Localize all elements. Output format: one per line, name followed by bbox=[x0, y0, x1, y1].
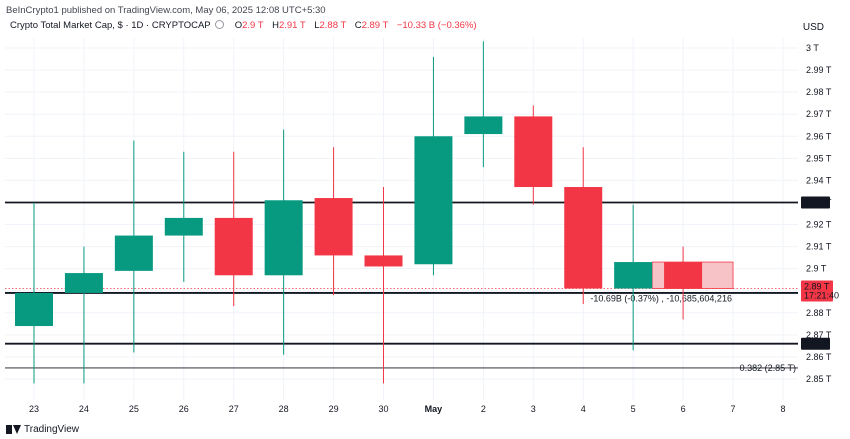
y-tick-label: 2.94 T bbox=[806, 175, 832, 185]
x-tick-label: 6 bbox=[681, 404, 686, 414]
candle-25 bbox=[114, 140, 153, 353]
symbol-title: Crypto Total Market Cap, $ · 1D · CRYPTO… bbox=[10, 20, 211, 31]
candle-29 bbox=[314, 147, 353, 296]
y-tick-label: 2.91 T bbox=[806, 242, 832, 252]
candle-2 bbox=[464, 41, 503, 168]
candle-body bbox=[614, 262, 653, 289]
close-key: C bbox=[354, 20, 362, 31]
candle-24 bbox=[64, 246, 103, 384]
candles-layer bbox=[15, 41, 703, 384]
y-tick-label: 2.99 T bbox=[806, 65, 832, 75]
low-key: L bbox=[314, 20, 320, 31]
x-tick-label: 8 bbox=[780, 404, 785, 414]
candle-28 bbox=[264, 129, 303, 355]
x-tick-label: 23 bbox=[29, 404, 39, 414]
tradingview-brand: TradingView bbox=[24, 424, 80, 435]
candle-4 bbox=[564, 147, 603, 304]
y-tick-label: 2.9 T bbox=[806, 264, 827, 274]
y-tick-label: 2.87 T bbox=[806, 330, 832, 340]
candle-body bbox=[114, 235, 153, 271]
high-value: 2.91 T bbox=[278, 20, 306, 31]
current-price-tag bbox=[801, 280, 833, 302]
candle-body bbox=[664, 262, 703, 289]
candle-23 bbox=[15, 202, 53, 384]
horizontal-levels bbox=[5, 201, 798, 369]
high-key: H bbox=[272, 20, 279, 31]
candle-body bbox=[164, 217, 203, 236]
close-value: 2.89 T bbox=[361, 20, 389, 31]
level-label-bg bbox=[801, 337, 830, 350]
candle-body bbox=[314, 198, 353, 256]
x-tick-label: 26 bbox=[179, 404, 189, 414]
x-tick-label: 25 bbox=[129, 404, 139, 414]
candle-body bbox=[64, 273, 103, 293]
change-value: −10.33 B (−0.36%) bbox=[396, 20, 477, 31]
candle-27 bbox=[214, 151, 253, 307]
current-price-label: 2.89 T bbox=[804, 282, 830, 292]
candle-6 bbox=[664, 246, 703, 320]
price-axis[interactable]: 3 T 2.99 T 2.98 T 2.97 T 2.96 T 2.95 T 2.94 T 2… bbox=[806, 43, 832, 384]
open-key: O bbox=[234, 20, 243, 31]
candle-May bbox=[414, 56, 453, 276]
x-tick-label: 28 bbox=[279, 404, 289, 414]
x-tick-label: 24 bbox=[79, 404, 89, 414]
candle-body bbox=[214, 217, 253, 276]
candle-body bbox=[364, 255, 403, 267]
candle-body bbox=[264, 200, 303, 276]
open-value: 2.9 T bbox=[242, 20, 264, 31]
x-tick-label: 2 bbox=[481, 404, 486, 414]
currency-label[interactable]: USD bbox=[802, 22, 824, 33]
y-tick-label: 2.92 T bbox=[806, 220, 832, 230]
y-tick-label: 2.95 T bbox=[806, 153, 832, 163]
candle-body bbox=[514, 116, 553, 188]
y-tick-label: 2.85 T bbox=[806, 374, 832, 384]
x-tick-label: 3 bbox=[531, 404, 536, 414]
y-tick-label: 2.96 T bbox=[806, 131, 832, 141]
published-caption: BeInCrypto1 published on TradingView.com… bbox=[6, 5, 326, 16]
y-tick-label: 3 T bbox=[806, 43, 819, 53]
level-label-bg bbox=[801, 196, 830, 209]
x-tick-label: 29 bbox=[329, 404, 339, 414]
candle-30 bbox=[364, 187, 403, 384]
level-label: 2.86 T bbox=[804, 339, 830, 349]
countdown-label: 17:21:40 bbox=[804, 291, 839, 301]
candle-body bbox=[464, 116, 503, 135]
low-value: 2.88 T bbox=[319, 20, 347, 31]
candle-body bbox=[414, 136, 453, 265]
candle-3 bbox=[514, 105, 553, 205]
y-tick-label: 2.88 T bbox=[806, 308, 832, 318]
y-tick-label: 2.97 T bbox=[806, 109, 832, 119]
y-tick-label: 2.98 T bbox=[806, 87, 832, 97]
candle-body bbox=[15, 292, 53, 327]
x-tick-label: 4 bbox=[581, 404, 586, 414]
fib-level-label: 0.382 (2.85 T) bbox=[740, 363, 796, 373]
projection-label: -10.69B (-0.37%) , -10,685,604,216 bbox=[590, 294, 732, 304]
status-dot-icon bbox=[215, 20, 225, 29]
gridlines bbox=[5, 38, 798, 400]
level-label: 2.93 T bbox=[804, 198, 830, 208]
symbol-header: Crypto Total Market Cap, $ · 1D · CRYPTO… bbox=[10, 20, 477, 31]
time-axis[interactable]: 23 24 25 26 27 28 29 30 May 2 3 4 5 6 7 8 bbox=[29, 404, 785, 414]
price-label-layer: 2.93 T2.89 T2.86 T0.382 (2.85 T)2.89 T17… bbox=[740, 196, 839, 373]
tradingview-footer: TradingView bbox=[6, 424, 79, 435]
x-tick-label: 30 bbox=[379, 404, 389, 414]
candle-26 bbox=[164, 151, 203, 282]
candle-5 bbox=[614, 204, 653, 351]
x-tick-label: 27 bbox=[229, 404, 239, 414]
tradingview-logo-icon bbox=[6, 425, 21, 434]
x-tick-label: May bbox=[425, 404, 443, 414]
x-tick-label: 5 bbox=[631, 404, 636, 414]
x-tick-label: 7 bbox=[731, 404, 736, 414]
y-tick-label: 2.86 T bbox=[806, 352, 832, 362]
candle-body bbox=[564, 187, 603, 289]
